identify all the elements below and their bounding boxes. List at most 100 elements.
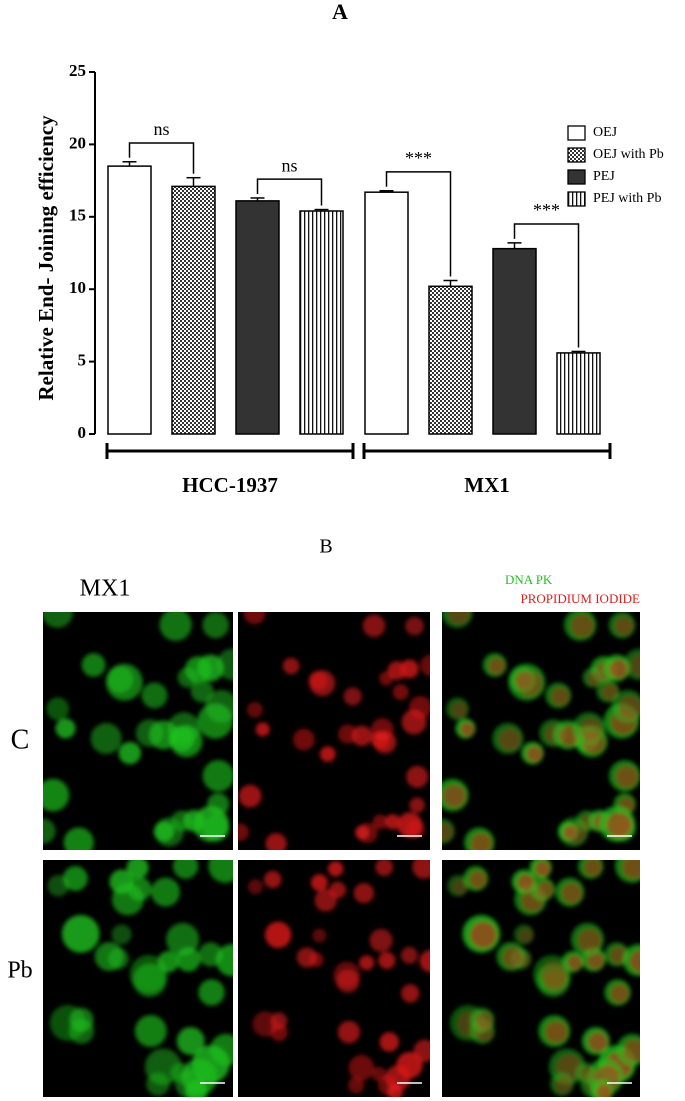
micrograph	[442, 860, 640, 1097]
nucleus	[518, 928, 533, 943]
micrograph	[43, 860, 233, 1097]
nucleus	[579, 718, 603, 741]
legend-swatch	[567, 147, 586, 163]
cell	[190, 679, 214, 703]
y-axis-label: Relative End- Joining efficiency	[34, 115, 58, 401]
annotation: ***	[533, 200, 560, 220]
cell	[159, 612, 192, 641]
channel-label: PROPIDIUM IODIDE	[520, 591, 640, 606]
nucleus	[448, 612, 470, 625]
nucleus	[606, 812, 632, 838]
nucleus	[622, 860, 640, 879]
bar	[107, 165, 152, 435]
nucleus	[419, 949, 430, 973]
cell	[153, 821, 175, 842]
nucleus	[370, 718, 394, 741]
nucleus	[292, 728, 315, 751]
bar	[171, 185, 216, 435]
nucleus	[247, 879, 263, 895]
nucleus	[618, 695, 640, 719]
nucleus	[614, 616, 634, 636]
nucleus	[327, 861, 344, 877]
nucleus	[409, 797, 425, 813]
nucleus	[442, 823, 453, 841]
nucleus	[413, 1039, 430, 1062]
nucleus	[355, 825, 370, 840]
cell	[172, 860, 199, 879]
nucleus	[475, 1012, 493, 1030]
nucleus	[595, 1083, 612, 1097]
nucleus	[583, 860, 602, 877]
nucleus	[296, 947, 317, 968]
nucleus	[629, 949, 640, 973]
nucleus	[353, 882, 375, 904]
legend-swatch	[567, 125, 586, 141]
nucleus	[397, 812, 423, 838]
nucleus	[405, 616, 424, 636]
nucleus	[282, 657, 300, 675]
cell	[170, 1062, 191, 1084]
nucleus	[420, 654, 430, 677]
bracket	[385, 171, 452, 277]
nucleus	[333, 961, 361, 989]
micrograph	[238, 612, 430, 850]
cell	[193, 805, 230, 842]
nucleus	[526, 746, 543, 762]
bar	[364, 191, 409, 435]
nucleus	[312, 928, 327, 943]
nucleus	[400, 946, 418, 964]
nucleus	[401, 984, 420, 1003]
nucleus	[498, 728, 521, 751]
micrograph	[238, 860, 430, 1097]
nucleus	[630, 654, 640, 677]
cell	[127, 877, 152, 901]
nucleus	[329, 881, 346, 899]
nucleus	[243, 612, 266, 625]
legend-label: OEJ	[593, 125, 618, 140]
cell	[129, 954, 168, 993]
nucleus	[555, 1076, 573, 1094]
annotation: ns	[281, 155, 297, 175]
cell	[166, 922, 200, 956]
nucleus	[265, 833, 287, 850]
legend-label: OEJ with Pb	[593, 147, 664, 162]
bracket	[128, 142, 195, 174]
nucleus	[412, 860, 430, 879]
nucleus	[540, 961, 568, 989]
nucleus	[246, 701, 263, 718]
nucleus	[378, 951, 396, 970]
nucleus	[400, 659, 419, 679]
cell	[94, 941, 124, 971]
bracket	[256, 178, 323, 206]
cell	[118, 741, 142, 765]
y-tick-label: 20	[69, 133, 86, 152]
cell	[197, 654, 224, 682]
image-background	[238, 612, 430, 850]
nucleus	[470, 921, 497, 949]
nucleus	[351, 725, 372, 747]
nucleus	[586, 951, 605, 970]
nucleus	[264, 870, 282, 889]
nucleus	[406, 765, 429, 788]
nucleus	[545, 1020, 568, 1044]
panel-label: B	[319, 536, 332, 558]
cell	[55, 718, 76, 739]
y-tick-label: 25	[69, 61, 86, 80]
nucleus	[392, 684, 409, 701]
nucleus	[588, 1032, 608, 1052]
cell	[69, 1007, 94, 1033]
nucleus	[371, 1066, 387, 1082]
nucleus	[384, 814, 401, 830]
panel-title: MX1	[80, 576, 131, 602]
cell	[81, 653, 106, 677]
nucleus	[369, 928, 393, 952]
nucleus	[470, 833, 492, 850]
cell	[63, 827, 94, 850]
cell	[106, 666, 134, 693]
nucleus	[567, 955, 583, 971]
nucleus	[580, 1066, 595, 1082]
cell	[46, 697, 70, 721]
cell	[202, 760, 233, 792]
nucleus	[587, 671, 602, 686]
